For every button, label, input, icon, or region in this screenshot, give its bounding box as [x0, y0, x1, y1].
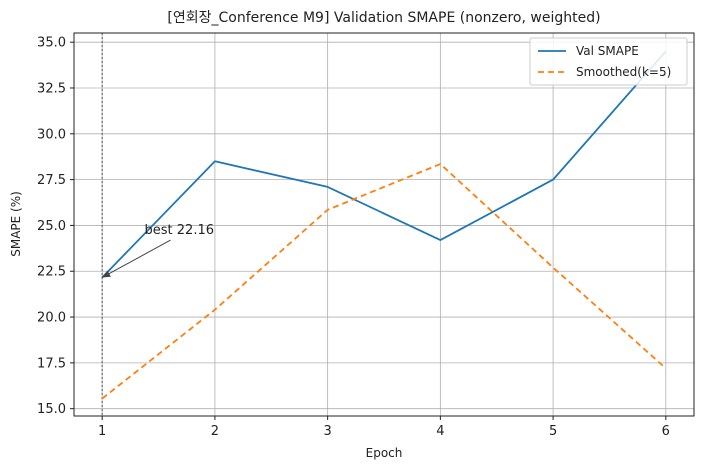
x-tick-label: 4: [436, 424, 444, 439]
y-tick-label: 22.5: [37, 265, 66, 280]
y-axis-label: SMAPE (%): [9, 191, 23, 257]
y-tick-label: 30.0: [37, 127, 66, 142]
tick-layer: 1 2 3 4 5 6 15.0 17.5 20.0 22.5 25.0 27.5 30.0 32.5 35…: [37, 36, 670, 439]
annotation-arrow: [102, 240, 170, 277]
y-tick-label: 15.0: [37, 402, 66, 417]
y-tick-label: 25.0: [37, 219, 66, 234]
chart-title: [연회장_Conference M9] Validation SMAPE (no…: [167, 10, 600, 26]
y-tick-label: 32.5: [37, 81, 66, 96]
y-tick-label: 17.5: [37, 356, 66, 371]
x-tick-label: 3: [323, 424, 331, 439]
x-tick-label: 5: [549, 424, 557, 439]
series-line-1: [102, 164, 666, 399]
x-tick-label: 1: [98, 424, 106, 439]
x-tick-label: 6: [662, 424, 670, 439]
legend-label-smoothed: Smoothed(k=5): [576, 65, 671, 79]
x-tick-label: 2: [211, 424, 219, 439]
y-tick-label: 27.5: [37, 173, 66, 188]
legend: Val SMAPE Smoothed(k=5): [530, 38, 687, 85]
annotation-layer: best 22.16: [102, 223, 214, 277]
y-tick-label: 35.0: [37, 36, 66, 51]
legend-label-val-smape: Val SMAPE: [576, 44, 639, 58]
annotation-label: best 22.16: [145, 223, 214, 238]
y-tick-label: 20.0: [37, 311, 66, 326]
x-axis-label: Epoch: [366, 446, 403, 460]
